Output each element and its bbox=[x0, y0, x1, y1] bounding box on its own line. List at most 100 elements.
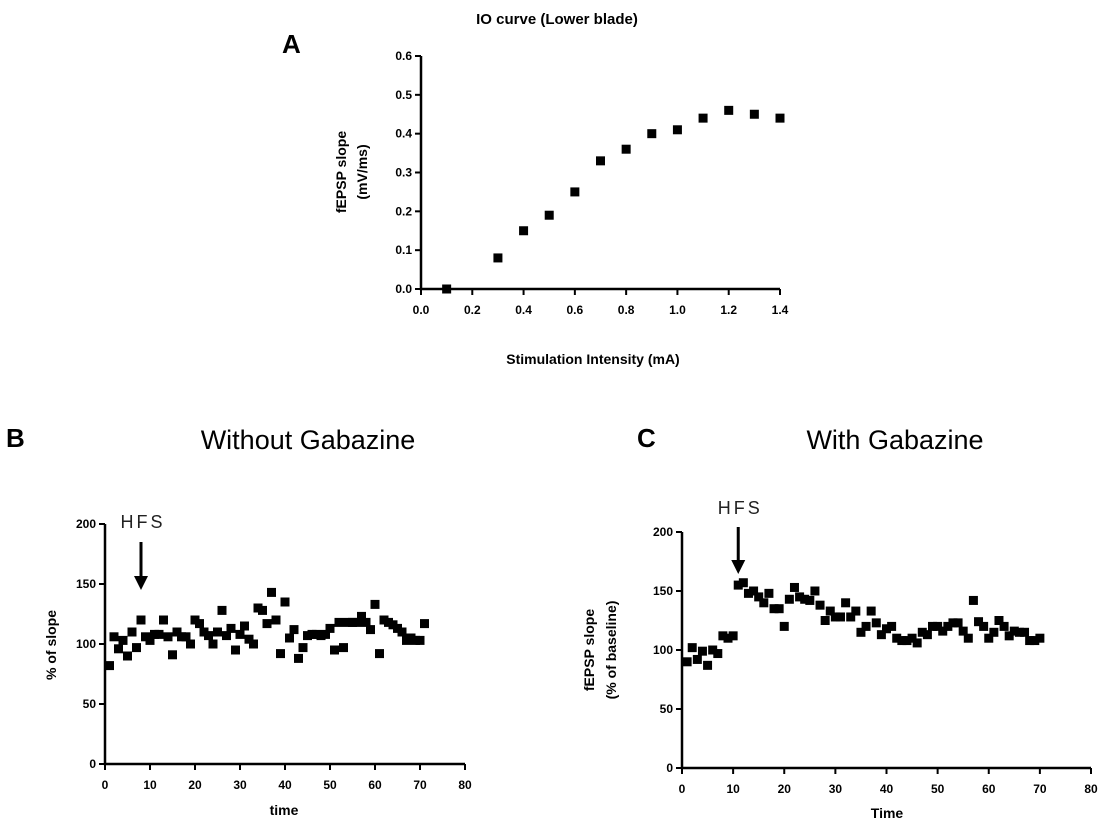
panel-b-data-point bbox=[109, 632, 119, 642]
panel-b-x-tick-label: 20 bbox=[188, 778, 202, 792]
panel-c-data-point bbox=[958, 626, 968, 636]
panel-b-data-point bbox=[208, 639, 218, 649]
panel-b-points bbox=[105, 587, 429, 671]
panel-a-data-point bbox=[749, 109, 759, 119]
panel-a-data-point bbox=[672, 125, 682, 135]
panel-c-data-point bbox=[938, 626, 948, 636]
panel-c-x-tick-label: 60 bbox=[982, 782, 996, 796]
panel-b-data-point bbox=[127, 627, 137, 637]
panel-c-data-point bbox=[887, 621, 897, 631]
panel-b-x-tick-label: 70 bbox=[413, 778, 427, 792]
panel-a: A IO curve (Lower blade) Stimulation Int… bbox=[282, 11, 789, 367]
panel-c-data-point bbox=[876, 630, 886, 640]
panel-b-data-point bbox=[217, 605, 227, 615]
panel-c-data-point bbox=[795, 592, 805, 602]
panel-a-data-point bbox=[621, 144, 631, 154]
panel-b-data-point bbox=[420, 619, 429, 629]
panel-a-title: IO curve (Lower blade) bbox=[476, 11, 638, 28]
panel-a-y-tick-label: 0.4 bbox=[395, 127, 412, 141]
panel-c-data-point bbox=[743, 588, 753, 598]
panel-c-data-point bbox=[1030, 636, 1040, 646]
panel-b-data-point bbox=[226, 623, 236, 633]
panel-a-x-tick-label: 0.6 bbox=[567, 303, 584, 317]
panel-c-data-point bbox=[733, 580, 743, 590]
panel-c-data-point bbox=[769, 604, 779, 614]
panel-c-y-tick-label: 50 bbox=[660, 702, 674, 716]
panel-b-data-point bbox=[249, 639, 258, 649]
panel-b-data-point bbox=[132, 643, 141, 653]
panel-c-x-tick-label: 0 bbox=[679, 782, 686, 796]
panel-b-data-point bbox=[235, 629, 245, 639]
panel-c-data-point bbox=[948, 618, 958, 628]
panel-a-data-point bbox=[570, 187, 580, 197]
panel-c-data-point bbox=[999, 621, 1009, 631]
panel-c-data-point bbox=[984, 633, 994, 643]
panel-a-y-tick-label: 0.6 bbox=[395, 49, 412, 63]
panel-c-xlabel: Time bbox=[871, 805, 904, 821]
panel-c-data-point bbox=[882, 624, 891, 634]
panel-c-data-point bbox=[703, 660, 713, 670]
panel-b-data-point bbox=[325, 623, 335, 633]
panel-c-data-point bbox=[897, 636, 907, 646]
panel-b-x-tick-label: 0 bbox=[102, 778, 109, 792]
panel-c-data-point bbox=[687, 643, 697, 653]
panel-a-y-tick-label: 0.5 bbox=[395, 88, 412, 102]
panel-b-data-point bbox=[114, 644, 123, 654]
panel-c-data-point bbox=[1004, 631, 1014, 641]
panel-b-data-point bbox=[172, 627, 182, 637]
panel-c-x-tick-label: 70 bbox=[1033, 782, 1047, 796]
panel-b-data-point bbox=[361, 617, 371, 627]
panel-a-ylabel-line1: fEPSP slope bbox=[333, 131, 349, 213]
panel-c-data-point bbox=[1025, 636, 1035, 646]
panel-b-data-point bbox=[298, 643, 308, 653]
panel-a-points bbox=[442, 105, 785, 294]
panel-b-title: Without Gabazine bbox=[201, 425, 416, 455]
panel-c-data-point bbox=[708, 645, 718, 655]
panel-c-data-point bbox=[846, 612, 856, 622]
panel-b-y-tick-label: 50 bbox=[83, 697, 97, 711]
panel-b-hfs-arrow-icon bbox=[134, 576, 148, 590]
panel-c-data-point bbox=[841, 598, 851, 608]
panel-c-data-point bbox=[749, 586, 759, 596]
panel-b-data-point bbox=[366, 625, 375, 635]
panel-b-hfs-annotation: HFS bbox=[121, 512, 163, 590]
panel-c-y-tick-label: 100 bbox=[653, 643, 673, 657]
panel-c-x-tick-label: 10 bbox=[726, 782, 740, 796]
panel-b-x-ticks: 0 10 20 30 40 50 60 70 80 bbox=[102, 764, 472, 792]
panel-a-y-ticks: 0.0 0.1 0.2 0.3 0.4 0.5 0.6 bbox=[395, 49, 421, 296]
panel-b-data-point bbox=[285, 633, 294, 643]
panel-c-data-point bbox=[738, 578, 748, 588]
panel-b-xlabel: time bbox=[270, 802, 299, 818]
panel-b-y-tick-label: 100 bbox=[76, 637, 96, 651]
panel-b-letter: B bbox=[6, 423, 25, 453]
panel-a-y-tick-label: 0.2 bbox=[395, 204, 412, 218]
panel-c-data-point bbox=[1014, 627, 1024, 637]
panel-b-data-point bbox=[370, 599, 380, 609]
panel-b-y-ticks: 0 50 100 150 200 bbox=[76, 517, 105, 771]
panel-b-data-point bbox=[118, 635, 128, 645]
panel-b-data-point bbox=[262, 619, 272, 629]
panel-b-data-point bbox=[321, 629, 330, 639]
panel-c-data-point bbox=[830, 612, 840, 622]
panel-a-x-tick-label: 1.4 bbox=[772, 303, 789, 317]
panel-b-data-point bbox=[163, 632, 173, 642]
panel-b-data-point bbox=[352, 617, 362, 627]
panel-b-data-point bbox=[339, 643, 348, 653]
panel-c-data-point bbox=[979, 621, 989, 631]
panel-c-ylabel-line1: fEPSP slope bbox=[581, 609, 597, 691]
panel-c-data-point bbox=[933, 621, 943, 631]
panel-a-axes bbox=[419, 56, 780, 291]
panel-c-data-point bbox=[820, 616, 830, 625]
panel-b-data-point bbox=[222, 631, 231, 641]
panel-a-data-point bbox=[493, 253, 503, 263]
panel-b-data-point bbox=[186, 639, 195, 649]
panel-c-data-point bbox=[922, 630, 932, 640]
panel-c-data-point bbox=[917, 627, 927, 637]
panel-c-data-point bbox=[713, 649, 723, 659]
panel-c-x-tick-label: 40 bbox=[880, 782, 894, 796]
panel-c-data-point bbox=[851, 606, 861, 616]
panel-b-data-point bbox=[240, 621, 249, 631]
panel-b-data-point bbox=[168, 650, 177, 660]
panel-c-data-point bbox=[1009, 626, 1019, 636]
